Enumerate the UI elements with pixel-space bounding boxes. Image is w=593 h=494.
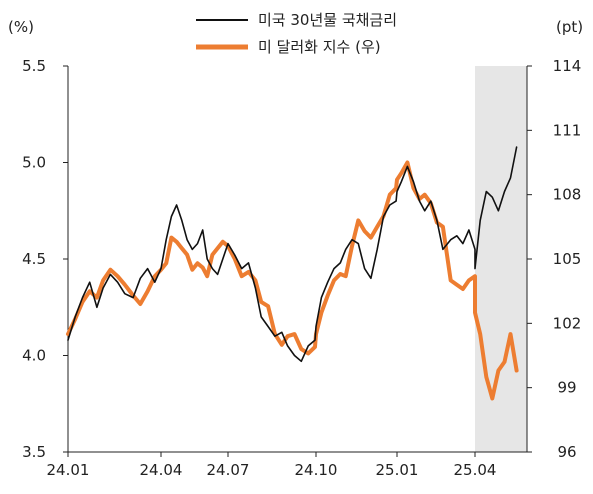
x-tick-label: 24.01 xyxy=(47,461,90,479)
right-axis-unit: (pt) xyxy=(556,18,583,36)
right-tick-label: 114 xyxy=(553,57,582,75)
left-tick-label: 3.5 xyxy=(22,443,46,461)
shaded-period xyxy=(475,66,527,452)
x-tick-label: 25.04 xyxy=(454,461,497,479)
left-tick-label: 4.0 xyxy=(22,347,46,365)
right-tick-label: 108 xyxy=(553,186,582,204)
legend-label-treasury-30y: 미국 30년물 국채금리 xyxy=(258,11,397,29)
left-axis-unit: (%) xyxy=(8,18,34,36)
series-line-dollar-index xyxy=(66,160,519,401)
legend-label-dollar-index: 미 달러화 지수 (우) xyxy=(258,38,381,56)
x-tick-label: 24.10 xyxy=(295,461,338,479)
right-tick-label: 96 xyxy=(557,443,576,461)
right-tick-label: 105 xyxy=(553,250,582,268)
right-tick-label: 99 xyxy=(557,379,576,397)
left-tick-label: 5.5 xyxy=(22,57,46,75)
series-line-treasury-30y xyxy=(67,146,518,363)
x-tick-label: 24.07 xyxy=(207,461,250,479)
right-tick-label: 111 xyxy=(553,121,582,139)
x-tick-label: 25.01 xyxy=(376,461,419,479)
x-tick-label: 24.04 xyxy=(140,461,183,479)
left-tick-label: 4.5 xyxy=(22,250,46,268)
left-tick-label: 5.0 xyxy=(22,154,46,172)
right-tick-label: 102 xyxy=(553,314,582,332)
